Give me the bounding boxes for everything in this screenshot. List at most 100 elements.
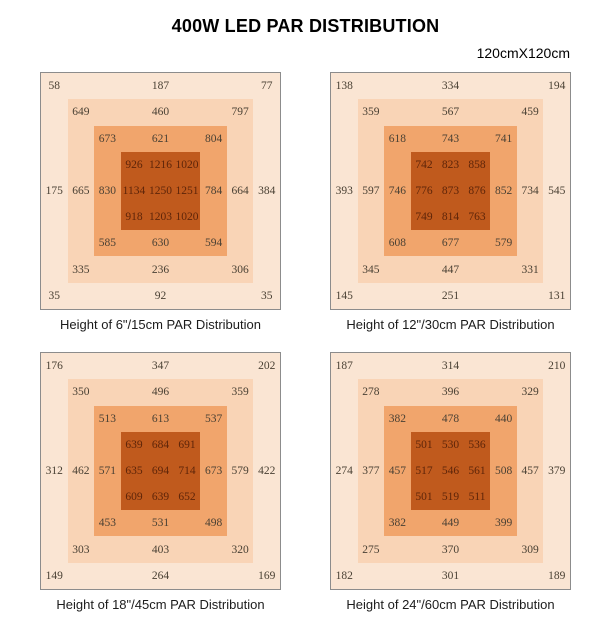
par-panel-6in: 58 187 77 649 460 797 673 621 804 926 1216 1020 175 6… [40, 72, 281, 332]
par-value: 149 [45, 569, 63, 582]
par-value: 382 [388, 412, 406, 425]
par-value: 918 [125, 211, 143, 224]
par-value: 457 [521, 464, 539, 477]
value-cells: 138 334 194 359 567 459 618 743 741 742 823 858 393 5… [331, 73, 570, 309]
par-value: 618 [388, 132, 406, 145]
par-value: 579 [231, 464, 249, 477]
par-value: 347 [151, 360, 170, 373]
par-value: 457 [388, 464, 406, 477]
par-value: 749 [415, 211, 433, 224]
par-value: 275 [362, 543, 380, 556]
par-value: 517 [415, 464, 433, 477]
par-value: 92 [154, 289, 167, 302]
par-value: 926 [125, 158, 143, 171]
par-value: 131 [548, 289, 566, 302]
par-value: 1216 [148, 158, 172, 171]
par-value: 585 [98, 237, 116, 250]
par-value: 743 [441, 132, 460, 145]
par-value: 1134 [122, 184, 146, 197]
par-value: 852 [494, 184, 513, 197]
panel-caption: Height of 18"/45cm PAR Distribution [56, 597, 265, 612]
page-title: 400W LED PAR DISTRIBUTION [171, 16, 440, 36]
par-value: 1250 [148, 184, 172, 197]
par-heatmap-6in: 58 187 77 649 460 797 673 621 804 926 1216 1020 175 6… [40, 72, 281, 310]
par-value: 35 [260, 289, 273, 302]
par-value: 630 [151, 237, 170, 250]
par-value: 571 [98, 464, 116, 477]
par-value: 399 [494, 517, 513, 530]
par-value: 403 [151, 543, 170, 556]
par-heatmap-18in: 176 347 202 350 496 359 513 613 537 639 684 691 312 4… [40, 352, 281, 590]
par-value: 873 [441, 184, 460, 197]
par-value: 814 [441, 211, 460, 224]
par-value: 478 [441, 412, 460, 425]
par-value: 714 [178, 464, 196, 477]
par-value: 537 [204, 412, 223, 425]
par-value: 519 [441, 491, 460, 504]
par-value: 763 [468, 211, 486, 224]
par-value: 673 [204, 464, 223, 477]
par-value: 608 [388, 237, 406, 250]
par-value: 345 [362, 263, 380, 276]
par-value: 784 [204, 184, 223, 197]
par-value: 1203 [148, 211, 172, 224]
par-value: 511 [468, 491, 486, 504]
par-value: 453 [98, 517, 116, 530]
par-value: 501 [415, 491, 433, 504]
par-value: 440 [494, 412, 513, 425]
par-value: 530 [441, 438, 460, 451]
panels-grid: 58 187 77 649 460 797 673 621 804 926 1216 1020 175 6… [0, 72, 611, 612]
value-cells: 187 314 210 278 396 329 382 478 440 501 530 536 274 3… [331, 353, 570, 589]
par-value: 536 [468, 438, 486, 451]
panel-caption: Height of 12"/30cm PAR Distribution [346, 317, 555, 332]
par-value: 377 [362, 464, 380, 477]
par-value: 169 [258, 569, 276, 582]
core-layer [410, 431, 491, 511]
par-value: 449 [441, 517, 460, 530]
par-value: 621 [151, 132, 170, 145]
par-value: 359 [231, 386, 249, 399]
par-value: 194 [548, 80, 566, 93]
par-heatmap-12in: 138 334 194 359 567 459 618 743 741 742 823 858 393 5… [330, 72, 571, 310]
par-value: 306 [231, 263, 249, 276]
par-value: 189 [548, 569, 566, 582]
par-value: 182 [335, 569, 353, 582]
par-value: 639 [151, 491, 170, 504]
par-value: 314 [441, 360, 460, 373]
par-value: 664 [231, 184, 249, 197]
par-value: 746 [388, 184, 406, 197]
par-value: 567 [441, 106, 460, 119]
par-value: 145 [335, 289, 353, 302]
core-layer [120, 431, 201, 511]
par-value: 251 [441, 289, 460, 302]
par-value: 776 [415, 184, 433, 197]
par-value: 804 [204, 132, 223, 145]
par-value: 210 [548, 360, 566, 373]
par-value: 459 [521, 106, 539, 119]
par-value: 370 [441, 543, 460, 556]
par-value: 876 [468, 184, 486, 197]
par-value: 742 [415, 158, 433, 171]
par-value: 649 [72, 106, 90, 119]
par-value: 382 [388, 517, 406, 530]
par-value: 138 [335, 80, 353, 93]
par-value: 334 [441, 80, 460, 93]
par-value: 1020 [175, 158, 199, 171]
par-value: 384 [258, 184, 276, 197]
par-value: 462 [72, 464, 90, 477]
par-value: 379 [548, 464, 566, 477]
par-value: 350 [72, 386, 90, 399]
par-value: 422 [258, 464, 276, 477]
par-value: 496 [151, 386, 170, 399]
par-value: 691 [178, 438, 196, 451]
par-panel-12in: 138 334 194 359 567 459 618 743 741 742 823 858 393 5… [330, 72, 571, 332]
par-value: 597 [362, 184, 380, 197]
par-value: 460 [151, 106, 170, 119]
par-value: 609 [125, 491, 143, 504]
par-value: 35 [48, 289, 61, 302]
par-value: 858 [468, 158, 486, 171]
coverage-size-label: 120cmX120cm [476, 45, 570, 61]
par-value: 508 [494, 464, 513, 477]
panel-caption: Height of 6"/15cm PAR Distribution [60, 317, 261, 332]
par-value: 545 [548, 184, 566, 197]
